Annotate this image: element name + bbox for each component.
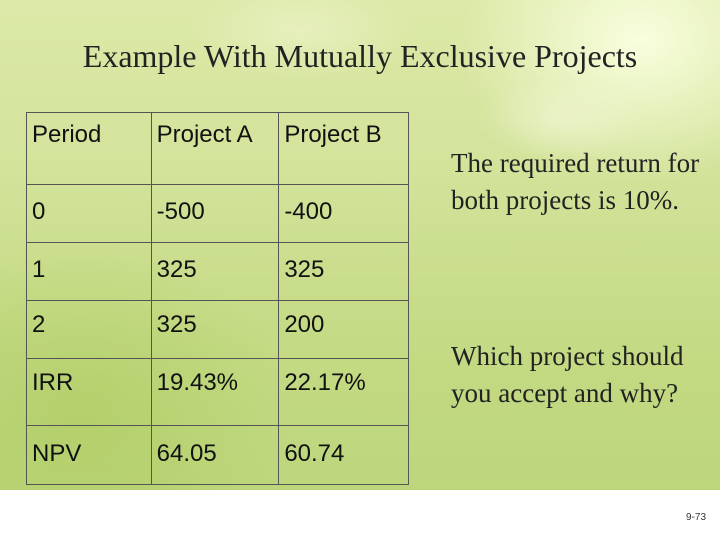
table-row: IRR 19.43% 22.17% [26, 358, 409, 426]
table-cell: 0 [26, 184, 152, 243]
table-cell: -400 [278, 184, 409, 243]
table-cell: 19.43% [150, 358, 280, 426]
table-cell: 325 [150, 242, 280, 301]
slide-title: Example With Mutually Exclusive Projects [82, 38, 638, 74]
table-cell: 1 [26, 242, 152, 301]
table-row: 2 325 200 [26, 300, 409, 359]
page-number: 9-73 [685, 512, 706, 523]
header-cell-project-b: Project B [278, 112, 409, 185]
table-row: NPV 64.05 60.74 [26, 425, 409, 485]
table-cell: IRR [26, 358, 152, 426]
table-cell: 325 [278, 242, 409, 301]
header-cell-period: Period [26, 112, 152, 185]
table-cell: 2 [26, 300, 152, 359]
table-cell: 60.74 [278, 425, 409, 485]
header-cell-project-a: Project A [150, 112, 280, 185]
table-cell: 64.05 [150, 425, 280, 485]
table-row: 1 325 325 [26, 242, 409, 301]
table-cell: NPV [26, 425, 152, 485]
table-cell: 22.17% [278, 358, 409, 426]
table-cell: 200 [278, 300, 409, 359]
required-return-note: The required return for both projects is… [451, 148, 700, 215]
table-row: 0 -500 -400 [26, 184, 409, 243]
question-note: Which project should you accept and why? [451, 341, 684, 408]
table-header-row: Period Project A Project B [26, 112, 409, 185]
table-cell: -500 [150, 184, 280, 243]
cash-flow-table: Period Project A Project B 0 -500 -400 1… [26, 112, 409, 485]
table-cell: 325 [150, 300, 280, 359]
